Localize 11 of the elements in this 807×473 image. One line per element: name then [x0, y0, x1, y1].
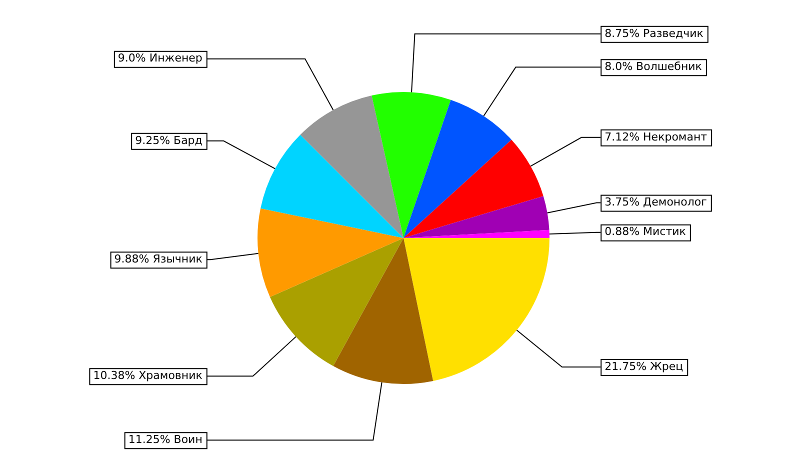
slice-label: 10.38% Храмовник	[93, 369, 203, 382]
slice-label: 9.25% Бард	[135, 134, 203, 147]
slice-label: 7.12% Некромант	[604, 130, 708, 144]
slice-label: 11.25% Воин	[128, 432, 202, 446]
slice-label: 3.75% Демонолог	[604, 196, 708, 209]
slice-label: 8.75% Разведчик	[604, 26, 704, 40]
slice-label: 0.88% Мистик	[604, 225, 686, 238]
slice-label: 8.0% Волшебник	[604, 60, 702, 74]
slice-label: 21.75% Жрец	[604, 360, 684, 373]
slice-label: 9.88% Язычник	[114, 252, 203, 266]
slice-label: 9.0% Инженер	[118, 52, 202, 65]
